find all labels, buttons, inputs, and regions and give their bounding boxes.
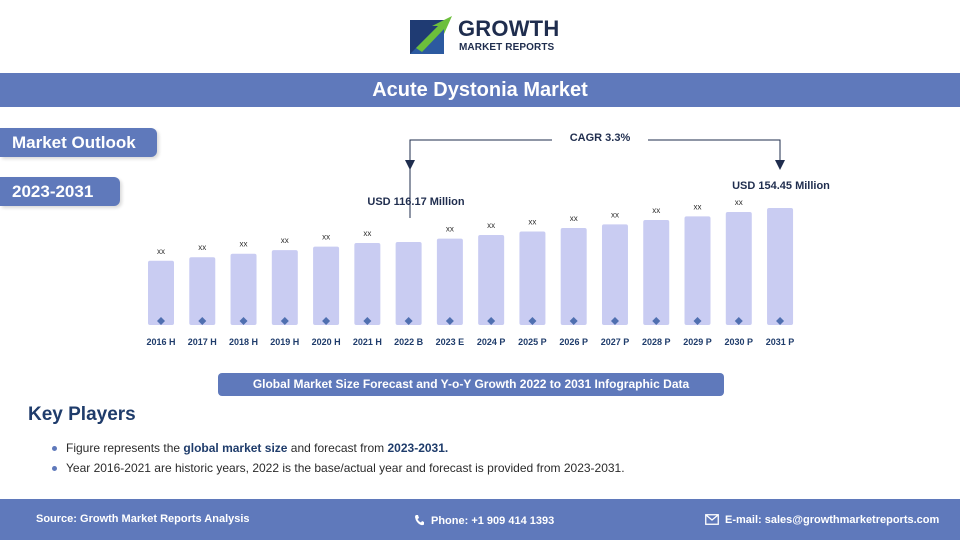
list-item: Year 2016-2021 are historic years, 2022 … xyxy=(50,458,625,478)
x-tick-label: 2027 P xyxy=(601,337,630,347)
logo-word-growth: GROWTH xyxy=(458,16,560,41)
key-players-heading: Key Players xyxy=(28,404,136,425)
data-label: xx xyxy=(487,221,495,230)
x-tick-label: 2029 P xyxy=(683,337,712,347)
bar-marker-icon xyxy=(322,317,331,325)
x-tick-label: 2023 E xyxy=(436,337,465,347)
x-tick-label: 2031 P xyxy=(766,337,795,347)
x-tick-label: 2020 H xyxy=(312,337,341,347)
phone-contact[interactable]: Phone: +1 909 414 1393 xyxy=(414,514,554,527)
bar-marker-icon xyxy=(157,317,165,325)
x-tick-label: 2017 H xyxy=(188,337,217,347)
bar-marker-icon xyxy=(363,317,372,325)
data-label: xx xyxy=(735,198,743,207)
data-label: xx xyxy=(528,217,536,226)
bar-marker-icon xyxy=(280,317,289,325)
bar-marker-icon xyxy=(569,317,578,325)
logo: GROWTH MARKET REPORTS xyxy=(408,14,568,58)
data-label: xx xyxy=(281,236,289,245)
data-label: xx xyxy=(694,202,702,211)
x-tick-label: 2016 H xyxy=(146,337,175,347)
bar-2016-h xyxy=(148,260,174,325)
bar-2031-p xyxy=(767,208,794,325)
email-contact[interactable]: E-mail: sales@growthmarketreports.com xyxy=(705,514,939,526)
growth-logo-icon xyxy=(410,16,452,54)
phone-icon xyxy=(415,515,424,526)
bar-marker-icon xyxy=(487,317,496,325)
bar-2027-p xyxy=(601,224,628,325)
bar-2030-p xyxy=(725,211,752,325)
cagr-annotation: CAGR 3.3% USD 116.17 Million USD 154.45 … xyxy=(367,132,830,218)
arrow-down-icon xyxy=(405,160,415,170)
data-label: xx xyxy=(652,206,660,215)
bar-2019-h xyxy=(271,250,298,325)
data-label: xx xyxy=(611,210,619,219)
bar-2021-h xyxy=(354,243,381,325)
x-tick-label: 2019 H xyxy=(270,337,299,347)
bar-2029-p xyxy=(684,216,711,325)
bar-marker-icon xyxy=(239,317,248,325)
end-value-label: USD 154.45 Million xyxy=(732,180,830,192)
chart-caption: Global Market Size Forecast and Y-o-Y Gr… xyxy=(218,373,724,396)
logo-word-market-reports: MARKET REPORTS xyxy=(459,42,555,53)
bar-marker-icon xyxy=(652,317,661,325)
notes-list: Figure represents the global market size… xyxy=(50,438,625,478)
bar-marker-icon xyxy=(734,317,743,325)
bar-marker-icon xyxy=(776,317,785,325)
x-tick-label: 2021 H xyxy=(353,337,382,347)
x-tick-label: 2028 P xyxy=(642,337,671,347)
bar-marker-icon xyxy=(445,317,454,325)
footer: Source: Growth Market Reports Analysis P… xyxy=(0,499,960,540)
cagr-label: CAGR 3.3% xyxy=(570,132,631,144)
data-label: xx xyxy=(240,240,248,249)
list-item: Figure represents the global market size… xyxy=(50,438,625,458)
data-label: xx xyxy=(446,225,454,234)
start-value-label: USD 116.17 Million xyxy=(367,196,464,208)
bar-2025-p xyxy=(519,231,546,325)
x-tick-label: 2026 P xyxy=(559,337,588,347)
bar-marker-icon xyxy=(528,317,537,325)
data-label: xx xyxy=(157,247,165,256)
bars-layer: xx 2016 H xx 2017 H xx 2018 H xx 2019 H xx 2020 H… xyxy=(146,198,794,347)
x-tick-label: 2025 P xyxy=(518,337,547,347)
bar-2024-p xyxy=(478,235,505,325)
arrow-down-icon xyxy=(775,160,785,170)
bar-2026-p xyxy=(560,227,587,325)
data-label: xx xyxy=(322,233,330,242)
data-label: xx xyxy=(570,214,578,223)
bar-2028-p xyxy=(643,219,670,325)
market-size-chart: xx 2016 H xx 2017 H xx 2018 H xx 2019 H xx 2020 H… xyxy=(146,132,830,347)
x-tick-label: 2030 P xyxy=(725,337,754,347)
market-outlook-badge: Market Outlook xyxy=(0,128,157,157)
data-label: xx xyxy=(198,243,206,252)
bar-2023-e xyxy=(436,238,463,325)
x-tick-label: 2024 P xyxy=(477,337,506,347)
bar-marker-icon xyxy=(693,317,702,325)
source-text: Source: Growth Market Reports Analysis xyxy=(36,513,250,525)
data-label: xx xyxy=(363,229,371,238)
mail-icon xyxy=(705,514,719,525)
bar-2017-h xyxy=(189,257,216,325)
x-tick-label: 2018 H xyxy=(229,337,258,347)
page-title: Acute Dystonia Market xyxy=(0,73,960,107)
x-tick-label: 2022 B xyxy=(394,337,424,347)
period-badge: 2023-2031 xyxy=(0,177,120,206)
bar-2022-b xyxy=(395,241,422,325)
bar-marker-icon xyxy=(198,317,207,325)
bar-2020-h xyxy=(313,246,340,325)
bar-marker-icon xyxy=(404,317,413,325)
bar-marker-icon xyxy=(610,317,619,325)
bar-2018-h xyxy=(230,253,257,325)
